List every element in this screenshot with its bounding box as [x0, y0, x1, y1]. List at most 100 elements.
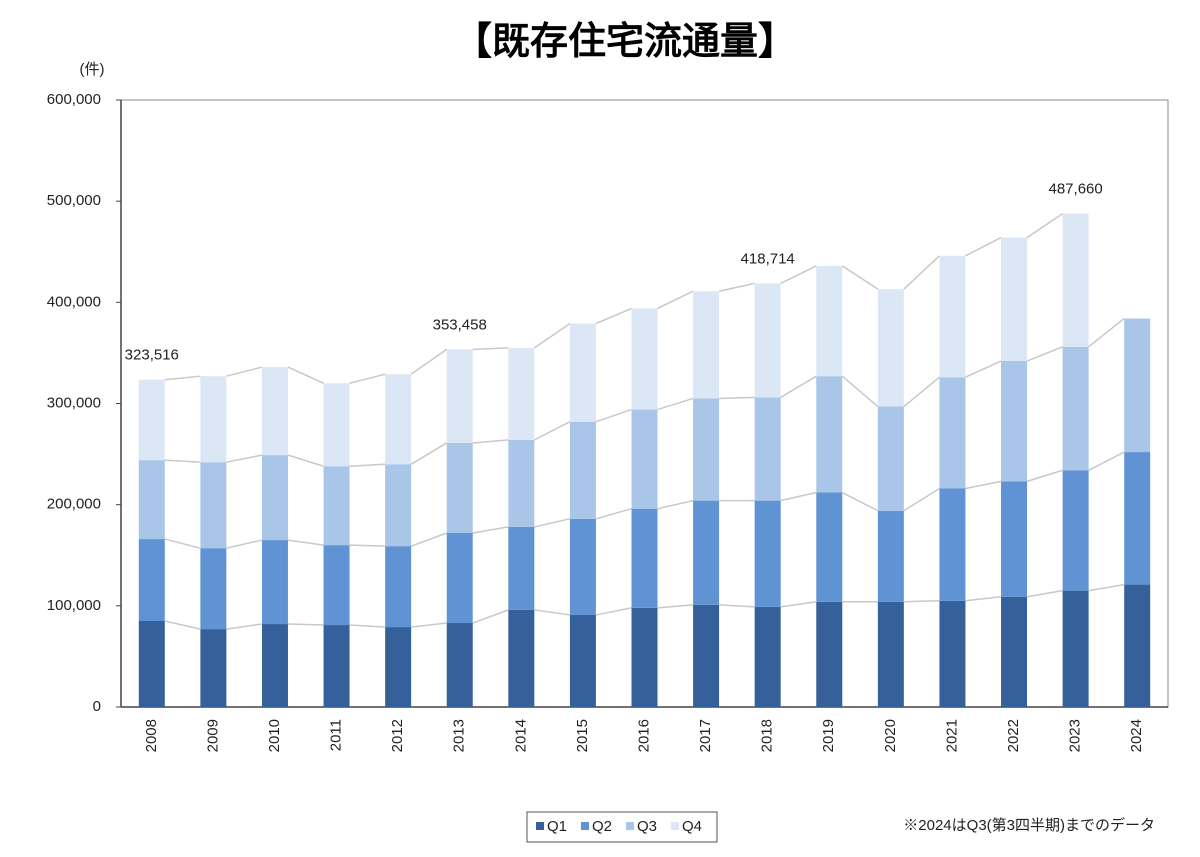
legend-box — [526, 811, 718, 843]
connector-line — [534, 518, 571, 528]
connector-line — [657, 604, 694, 609]
bar-segment — [877, 601, 904, 707]
bar-segment — [631, 308, 658, 410]
x-tick-label: 2011 — [328, 719, 345, 751]
x-tick-label: 2010 — [266, 719, 283, 752]
connector-line — [1088, 451, 1125, 471]
connector-line — [410, 442, 448, 465]
bar-segment — [200, 548, 227, 630]
y-tick-label: 600,000 — [47, 91, 101, 108]
connector-line — [349, 373, 386, 384]
bar-segment — [1124, 452, 1151, 585]
connector-line — [780, 491, 817, 502]
connector-line — [1088, 583, 1125, 592]
legend-label: Q3 — [637, 818, 657, 835]
connector-line — [349, 624, 386, 628]
legend: Q1 Q2 Q3 Q4 — [526, 811, 718, 843]
bar-segment — [1062, 213, 1089, 347]
connector-line — [965, 595, 1002, 602]
bar-segment — [385, 374, 412, 465]
y-tick-label: 200,000 — [47, 496, 101, 513]
connector-line — [287, 539, 324, 546]
legend-label: Q2 — [592, 818, 612, 835]
connector-line — [226, 623, 263, 630]
bar-segment — [1124, 318, 1151, 453]
x-tick-label: 2009 — [204, 719, 221, 752]
bar-segment — [1001, 481, 1028, 597]
connector-line — [533, 421, 571, 441]
connector-line — [349, 544, 386, 547]
connector-line — [965, 236, 1002, 257]
connector-line — [349, 463, 386, 467]
bar-segment — [754, 283, 781, 398]
connector-line — [164, 459, 201, 463]
bar-segment — [261, 367, 288, 456]
bar-segment — [631, 607, 658, 707]
connector-line — [903, 255, 940, 290]
connector-line — [657, 499, 694, 510]
bar-segment — [754, 397, 781, 501]
connector-line — [226, 454, 263, 463]
bar-segment — [200, 462, 227, 549]
bar-segment — [631, 508, 658, 608]
connector-line — [287, 454, 324, 467]
bar-segment — [939, 377, 966, 489]
legend-swatch — [581, 822, 589, 830]
connector-line — [410, 532, 447, 547]
y-tick-label: 0 — [93, 698, 101, 715]
footnote: ※2024はQ3(第3四半期)までのデータ — [903, 816, 1155, 834]
bar-segment — [323, 545, 350, 626]
total-label: 353,458 — [433, 316, 487, 333]
legend-label: Q4 — [682, 818, 702, 835]
bar-segment — [1062, 470, 1089, 591]
connector-line — [472, 439, 509, 444]
bar-segment — [446, 623, 473, 707]
y-tick-label: 500,000 — [47, 192, 101, 209]
bar-segment — [877, 406, 904, 511]
bar-segment — [508, 439, 535, 527]
bar-segment — [939, 488, 966, 601]
total-label: 323,516 — [125, 347, 179, 364]
bar-segment — [323, 383, 350, 467]
connector-line — [657, 397, 694, 411]
bar-segment — [939, 255, 966, 378]
connector-line — [472, 609, 509, 624]
connector-line — [534, 609, 571, 616]
bar-segment — [446, 349, 473, 443]
connector-line — [965, 480, 1002, 490]
connector-line — [1026, 213, 1064, 239]
connector-line — [287, 623, 324, 626]
bar-segment — [446, 532, 473, 624]
x-tick-label: 2013 — [451, 719, 468, 752]
x-tick-label: 2019 — [820, 719, 837, 752]
connector-line — [1088, 317, 1125, 348]
bar-segment — [261, 455, 288, 541]
connector-line — [595, 507, 632, 520]
connector-line — [780, 265, 817, 285]
bar-segment — [323, 466, 350, 546]
connector-line — [533, 322, 571, 349]
total-label: 418,714 — [741, 250, 795, 267]
y-tick-label: 300,000 — [47, 394, 101, 411]
legend-swatch — [536, 822, 544, 830]
bar-segment — [1062, 590, 1089, 707]
bar-segment — [200, 629, 227, 707]
connector-line — [411, 622, 447, 628]
bar-segment — [816, 601, 843, 707]
x-tick-label: 2008 — [143, 719, 160, 752]
legend-label: Q1 — [547, 818, 567, 835]
connector-line — [841, 375, 879, 408]
bar-segment — [508, 609, 535, 707]
connector-line — [164, 538, 201, 549]
connector-line — [903, 376, 940, 408]
bar-segment — [569, 323, 596, 422]
connector-line — [472, 526, 509, 534]
bar-segment — [1062, 346, 1089, 471]
connector-line — [1026, 469, 1063, 483]
connector-line — [595, 408, 632, 423]
x-tick-label: 2023 — [1067, 719, 1084, 752]
connector-line — [719, 396, 755, 400]
connector-line — [780, 375, 817, 399]
bar-segment — [138, 460, 165, 540]
bar-segment — [261, 540, 288, 625]
